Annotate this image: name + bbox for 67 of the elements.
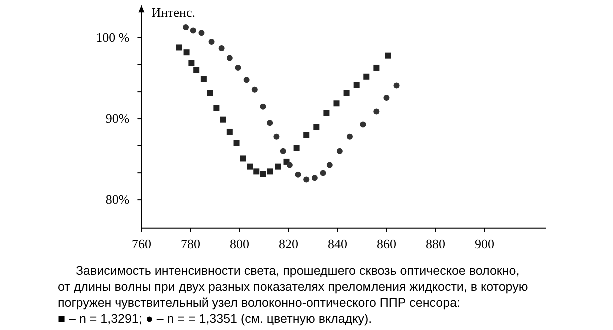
point	[244, 77, 250, 84]
point	[267, 120, 274, 126]
point	[235, 64, 242, 71]
point	[254, 168, 260, 175]
point	[354, 82, 360, 88]
point	[346, 134, 353, 140]
point	[304, 132, 310, 138]
x-tick-label: 780	[180, 236, 200, 252]
x-tick-label: 900	[474, 236, 494, 252]
point	[267, 168, 274, 175]
y-tick-label: 80%	[106, 192, 130, 208]
point	[286, 162, 293, 168]
point	[200, 76, 207, 82]
point	[194, 67, 200, 74]
x-tick-label: 820	[278, 236, 298, 252]
point	[260, 104, 266, 110]
point	[208, 39, 215, 46]
point	[374, 64, 380, 71]
point	[385, 52, 392, 59]
point	[364, 74, 370, 80]
point	[226, 128, 233, 135]
point	[324, 110, 330, 116]
point	[344, 90, 350, 96]
point	[226, 55, 233, 62]
point	[183, 24, 190, 30]
y-tick-label: 100 %	[96, 30, 130, 46]
point	[252, 86, 258, 93]
point	[274, 134, 280, 140]
point	[188, 60, 195, 66]
point	[295, 172, 302, 178]
point	[184, 50, 190, 56]
point	[214, 105, 220, 112]
point	[260, 171, 266, 178]
point	[394, 82, 400, 89]
point	[190, 28, 196, 34]
point	[207, 90, 214, 96]
x-tick-label: 760	[132, 236, 152, 252]
y-axis-title: Интенс.	[152, 5, 196, 20]
y-tick-label: 90%	[106, 111, 130, 126]
text: Зависимость интенсивности света, прошедшего сквозь оптическое волокно,	[76, 264, 520, 278]
text: ■ – n = 1,3291; ● – n = = 1,3351 (см. цветную вкладку).	[58, 312, 372, 326]
x-tick-label: 860	[376, 236, 396, 252]
x-tick-label: 840	[328, 236, 348, 252]
point	[314, 124, 320, 130]
point	[334, 100, 340, 107]
point	[218, 46, 225, 52]
point	[247, 164, 254, 170]
point	[198, 30, 205, 36]
point	[280, 148, 286, 154]
point	[220, 116, 226, 123]
point	[275, 164, 282, 170]
point	[304, 176, 310, 183]
x-tick-label: 880	[426, 236, 446, 252]
point	[360, 122, 366, 128]
point	[336, 148, 343, 154]
point	[240, 156, 246, 162]
point	[320, 170, 326, 176]
point	[312, 175, 318, 182]
x-tick-label: 800	[230, 236, 250, 252]
point	[374, 108, 380, 115]
point	[176, 44, 182, 51]
point	[234, 140, 240, 146]
text: погружен чувствительный узел волоконно-оптического ППР сенсора:	[58, 296, 461, 310]
point	[326, 162, 333, 168]
point	[384, 94, 390, 101]
point	[294, 145, 300, 152]
text: от длины волны при двух разных показателях преломления жидкости, в которую	[58, 280, 528, 294]
